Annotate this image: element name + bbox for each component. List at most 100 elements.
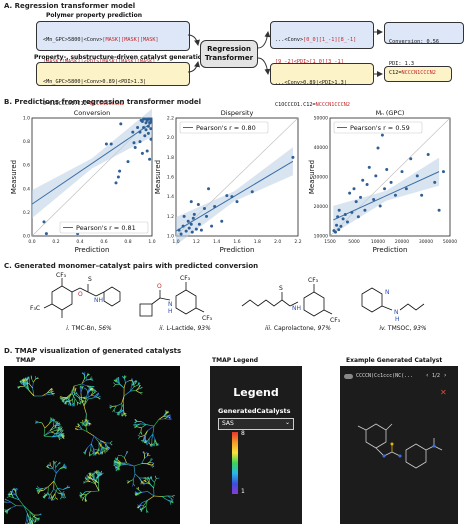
molecule-caprolactone — [242, 284, 332, 316]
tmap-branch — [138, 435, 141, 436]
chart2-point — [251, 190, 254, 193]
chart2-point — [197, 203, 200, 206]
chart3-point — [355, 200, 358, 203]
tmap-branch — [75, 399, 77, 402]
tmap-branch — [154, 479, 156, 483]
chart3-point — [359, 196, 362, 199]
chart3-point — [438, 209, 441, 212]
chart1-point — [141, 152, 144, 155]
tmap-branch — [149, 443, 151, 445]
tmap-branch — [80, 389, 81, 393]
tmap-branch — [54, 473, 56, 481]
chevron-left-icon[interactable]: ‹ — [426, 372, 428, 379]
chart2-legend-text: Pearson's r = 0.80 — [196, 124, 256, 132]
chart3-point — [336, 215, 339, 218]
chart3-point — [350, 211, 353, 214]
tmap-branch — [127, 481, 130, 482]
chart1-ytick: 0.4 — [23, 186, 30, 192]
caption-3-value: 97% — [318, 325, 331, 332]
tmap-branch — [84, 406, 86, 414]
tmap-branch — [162, 496, 167, 499]
tmap-tree-plot — [4, 366, 180, 524]
chart2-xlabel: Prediction — [220, 246, 255, 254]
tmap-branch — [141, 425, 146, 428]
chart3-point — [344, 213, 347, 216]
chart3-ytick: 20000 — [314, 204, 328, 210]
chart1-point — [145, 128, 148, 131]
chart1-xlabel: Prediction — [75, 246, 110, 254]
chart3-point — [338, 209, 341, 212]
chart3-xtick: 10000 — [371, 239, 385, 245]
chart2-point — [180, 233, 183, 236]
chart3-xtick: 5000 — [348, 239, 360, 245]
tmap-branch — [53, 464, 54, 468]
chart3-point — [416, 174, 419, 177]
tmap-branch — [51, 430, 56, 432]
chevron-right-icon[interactable]: › — [444, 372, 446, 379]
tmap-branch — [24, 506, 27, 513]
tmap-branch — [113, 383, 115, 385]
tmap-branch — [147, 464, 151, 465]
chart2-point — [191, 231, 194, 234]
tmap-branch — [138, 437, 140, 439]
chart3-point — [366, 183, 369, 186]
chart2-xtick: 1.0 — [172, 239, 179, 245]
chart3-xtick: 30000 — [419, 239, 433, 245]
tmap-branch — [114, 406, 116, 409]
chart1-ytick: 0.8 — [23, 139, 30, 145]
chart3-point — [335, 224, 338, 227]
sas-select[interactable]: SAS ⌄ — [218, 418, 294, 430]
caption-4-num: iv. — [379, 325, 386, 332]
chart3-point — [394, 194, 397, 197]
tmap-branch — [142, 491, 148, 492]
tmap-branch — [120, 384, 124, 388]
tmap-branch — [75, 388, 76, 391]
tmap-branch — [48, 496, 49, 499]
tmap-branch — [155, 476, 156, 479]
tmap-branch — [98, 396, 101, 397]
chart1-point — [150, 120, 153, 123]
toggle-switch[interactable] — [344, 374, 353, 379]
chart1-ytick: 0.0 — [23, 234, 30, 240]
close-icon[interactable]: ✕ — [440, 388, 447, 397]
chart1-ytick: 1.0 — [23, 116, 30, 122]
chart1-legend-text: Pearson's r = 0.81 — [76, 224, 136, 232]
tmap-canvas[interactable] — [4, 366, 180, 524]
tmap-branch — [121, 455, 124, 457]
chart3-point — [442, 170, 445, 173]
tmap-branch — [172, 496, 175, 497]
tmap-branch — [37, 486, 39, 488]
tmap-branch — [32, 379, 34, 383]
tmap-branch — [64, 495, 65, 498]
tmap-branch — [134, 464, 142, 466]
caption-1: i. TMC-Bn, 56% — [44, 325, 134, 332]
color-scale-bar — [232, 432, 238, 494]
caption-4: iv. TMSOC, 93% — [358, 325, 448, 332]
chart2-point — [210, 225, 213, 228]
chart3-point — [361, 179, 364, 182]
chart1-ytick: 0.2 — [23, 210, 30, 216]
chart2-point — [236, 200, 239, 203]
tmap-branch — [74, 399, 75, 403]
chart1-point — [139, 140, 142, 143]
tmap-branch — [142, 459, 145, 464]
tmap-branch — [51, 489, 54, 494]
chart1-point — [150, 138, 153, 141]
chart3-legend-text: Pearson's r = 0.59 — [350, 124, 410, 132]
chart1-ylabel: Measured — [10, 160, 18, 194]
tmap-branch — [110, 405, 113, 406]
caption-4-name: TMSOC, — [386, 325, 413, 332]
tmap-branch — [154, 420, 159, 426]
chart3-point — [401, 170, 404, 173]
tmap-branch — [54, 481, 57, 488]
tmap-branch — [50, 428, 55, 431]
chart1-point — [142, 126, 145, 129]
chart3-xtick: 1500 — [324, 239, 336, 245]
tmap-branch — [114, 409, 115, 412]
tmap-branch — [146, 506, 147, 510]
chart1-point — [143, 134, 146, 137]
catalyst-smiles: CCCCN(Cc1ccc(NC(... — [356, 373, 413, 379]
chart3-point — [377, 147, 380, 150]
tmap-branch — [124, 391, 130, 396]
tmap-branch — [126, 381, 130, 383]
